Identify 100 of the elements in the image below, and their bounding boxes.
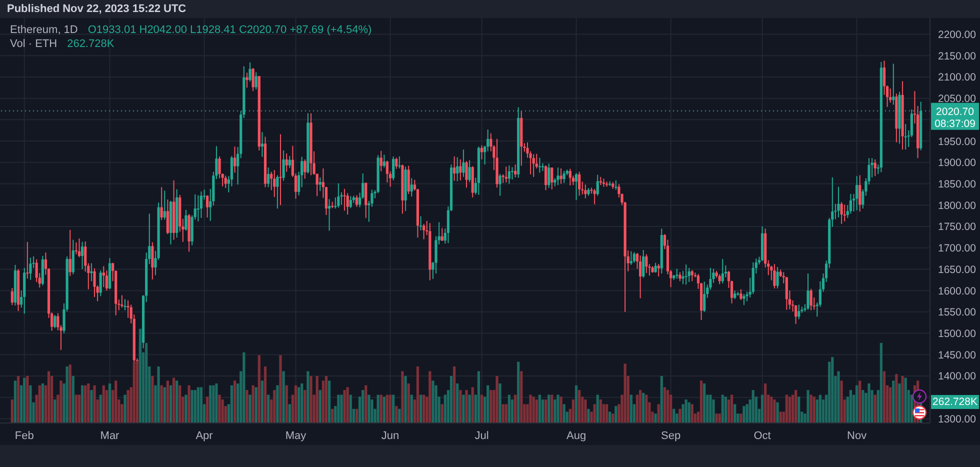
- bar: [520, 371, 523, 423]
- bar: [608, 412, 612, 423]
- bar: [535, 399, 538, 423]
- bar: [605, 404, 608, 423]
- bar: [496, 376, 498, 423]
- candlestick: [279, 134, 282, 206]
- bar: [794, 390, 798, 423]
- bar: [264, 366, 267, 423]
- candlestick: [248, 62, 252, 82]
- bar: [874, 394, 876, 423]
- candlestick: [514, 164, 517, 178]
- bar: [734, 404, 736, 423]
- bar: [145, 342, 148, 423]
- candlestick: [718, 274, 721, 285]
- bar: [776, 402, 779, 423]
- y-tick-label: 1400.00: [938, 370, 976, 383]
- bar: [84, 385, 87, 423]
- candlestick: [657, 264, 660, 277]
- bar: [282, 371, 285, 423]
- y-tick-label: 2050.00: [938, 93, 976, 106]
- candlestick: [614, 180, 618, 190]
- y-tick-label: 1500.00: [938, 328, 976, 340]
- bar: [740, 414, 742, 423]
- candlestick: [459, 158, 462, 181]
- candlestick: [163, 190, 166, 220]
- y-tick-label: 1700.00: [938, 242, 976, 255]
- text: 08:37:09: [934, 118, 976, 130]
- bar: [388, 394, 392, 423]
- bar: [169, 385, 172, 423]
- candlestick: [688, 267, 690, 283]
- bar: [215, 383, 218, 423]
- bar: [74, 394, 78, 423]
- y-tick-label: 1850.00: [938, 178, 976, 190]
- bar: [126, 390, 130, 423]
- bar: [200, 387, 203, 423]
- candlestick: [538, 157, 541, 174]
- bar: [368, 394, 370, 423]
- bar: [136, 360, 138, 423]
- candlestick: [721, 258, 724, 284]
- bar: [364, 385, 368, 423]
- candlestick: [904, 123, 907, 150]
- candlestick: [407, 165, 410, 195]
- candlestick: [773, 264, 776, 289]
- candlestick: [849, 194, 852, 214]
- candlestick: [548, 163, 550, 189]
- candlestick: [318, 176, 322, 192]
- bar: [657, 404, 660, 423]
- bar: [440, 404, 444, 423]
- bar: [304, 390, 306, 423]
- candlestick: [440, 228, 444, 242]
- x-tick-label: Sep: [661, 430, 681, 442]
- bar: [752, 390, 754, 423]
- candlestick: [273, 170, 276, 198]
- candlestick: [343, 188, 346, 212]
- bar: [840, 380, 843, 423]
- bar: [724, 396, 727, 423]
- bar: [459, 390, 462, 423]
- candlestick: [544, 164, 548, 191]
- bar: [108, 383, 112, 423]
- candlestick: [684, 264, 688, 286]
- bar: [401, 371, 404, 423]
- bar: [760, 394, 764, 423]
- candlestick: [29, 257, 32, 280]
- bar: [898, 383, 901, 423]
- bar: [99, 394, 102, 423]
- candlestick: [254, 72, 258, 90]
- candlestick: [632, 252, 636, 264]
- candlestick: [410, 178, 413, 198]
- candlestick: [642, 249, 645, 278]
- bar: [556, 394, 560, 423]
- bar: [572, 399, 575, 423]
- bar: [41, 383, 44, 423]
- bar: [316, 376, 318, 423]
- candlestick: [74, 242, 78, 255]
- candlestick: [267, 167, 270, 188]
- bar: [477, 371, 480, 423]
- bar: [895, 374, 898, 423]
- bar: [410, 394, 413, 423]
- y-tick-label: 2150.00: [938, 50, 976, 62]
- bar: [892, 380, 895, 423]
- bar: [599, 399, 602, 423]
- bar: [684, 399, 688, 423]
- bar: [901, 376, 904, 423]
- bar: [163, 387, 166, 423]
- candlestick: [196, 194, 200, 222]
- bar: [206, 396, 209, 423]
- candlestick: [465, 160, 468, 188]
- candlestick: [806, 272, 810, 310]
- candlestick: [578, 171, 581, 196]
- y-tick-label: 2100.00: [938, 72, 976, 84]
- bar: [10, 399, 14, 423]
- bar: [254, 387, 258, 423]
- bar: [166, 380, 169, 423]
- candlestick: [752, 262, 754, 294]
- bar: [260, 380, 264, 423]
- candlestick: [81, 241, 84, 270]
- bar: [176, 380, 178, 423]
- bar: [16, 376, 20, 423]
- bar: [880, 342, 882, 423]
- candlestick: [508, 164, 510, 184]
